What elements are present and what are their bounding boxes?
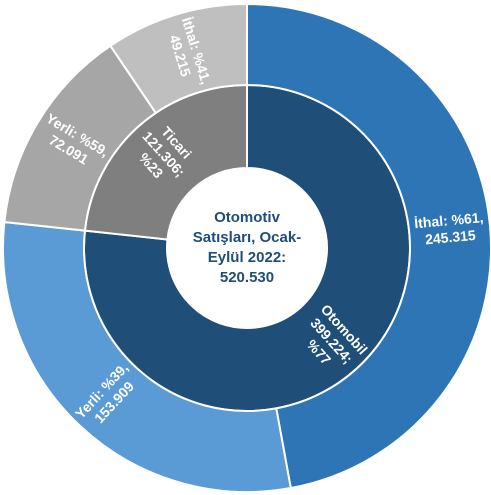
center-line: Satışları, Ocak- (193, 229, 301, 246)
outer-segment (2, 220, 292, 493)
label-part: İthal: (414, 212, 449, 231)
outer-segment (246, 2, 491, 490)
center-line: 520.530 (220, 269, 274, 286)
label-part: 245.315 (424, 227, 476, 248)
label-line: İthal: %61, (414, 209, 484, 231)
center-hole (167, 168, 327, 328)
center-line: Otomotiv (214, 209, 280, 226)
label-part: %61, (451, 209, 484, 228)
outer-segment (109, 2, 248, 115)
label-line: 245.315 (424, 227, 476, 248)
center-title: Otomotiv Satışları, Ocak- Eylül 2022: 520.5… (193, 209, 301, 286)
center-line: Eylül 2022: (208, 249, 286, 266)
segment-label: İthal: %61,245.315 (414, 209, 486, 248)
